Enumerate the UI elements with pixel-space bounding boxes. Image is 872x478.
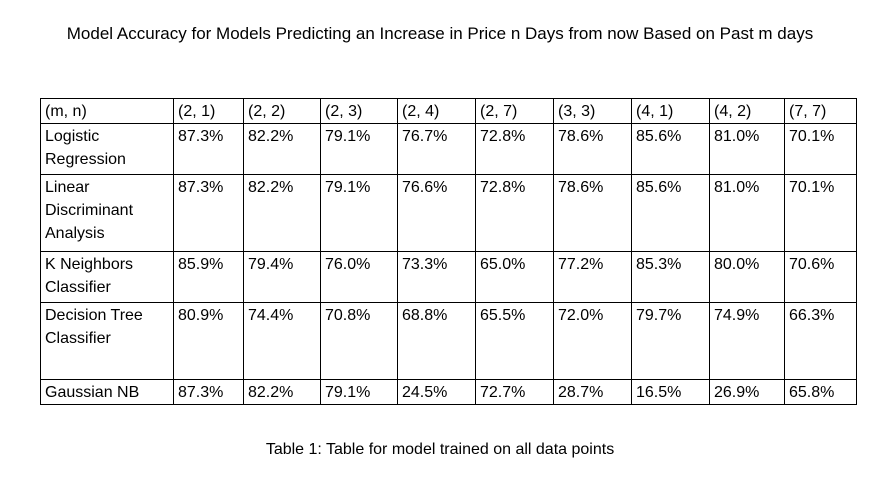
accuracy-cell: 72.7%	[475, 379, 554, 405]
accuracy-cell: 85.9%	[173, 251, 244, 303]
column-header: (2, 2)	[243, 98, 321, 124]
model-name-cell: Linear Discriminant Analysis	[40, 174, 174, 252]
accuracy-cell: 80.9%	[173, 302, 244, 380]
table-header-row: (m, n) (2, 1) (2, 2) (2, 3) (2, 4) (2, 7…	[40, 98, 857, 124]
column-header: (4, 1)	[631, 98, 710, 124]
accuracy-cell: 26.9%	[709, 379, 785, 405]
accuracy-cell: 16.5%	[631, 379, 710, 405]
model-name-cell: K Neighbors Classifier	[40, 251, 174, 303]
accuracy-cell: 87.3%	[173, 379, 244, 405]
model-name-cell: Gaussian NB	[40, 379, 174, 405]
accuracy-cell: 65.5%	[475, 302, 554, 380]
accuracy-cell: 82.2%	[243, 123, 321, 175]
accuracy-cell: 87.3%	[173, 123, 244, 175]
column-header: (4, 2)	[709, 98, 785, 124]
accuracy-cell: 87.3%	[173, 174, 244, 252]
accuracy-cell: 65.8%	[784, 379, 857, 405]
table-caption: Table 1: Table for model trained on all …	[265, 441, 615, 458]
accuracy-cell: 80.0%	[709, 251, 785, 303]
accuracy-cell: 70.8%	[320, 302, 398, 380]
accuracy-cell: 74.4%	[243, 302, 321, 380]
accuracy-cell: 81.0%	[709, 123, 785, 175]
accuracy-cell: 79.4%	[243, 251, 321, 303]
accuracy-cell: 79.1%	[320, 123, 398, 175]
accuracy-cell: 72.8%	[475, 174, 554, 252]
column-header: (2, 4)	[397, 98, 476, 124]
accuracy-cell: 78.6%	[553, 123, 632, 175]
model-name-cell: Decision Tree Classifier	[40, 302, 174, 380]
accuracy-cell: 73.3%	[397, 251, 476, 303]
column-header: (m, n)	[40, 98, 174, 124]
accuracy-cell: 78.6%	[553, 174, 632, 252]
accuracy-cell: 70.1%	[784, 123, 857, 175]
accuracy-cell: 66.3%	[784, 302, 857, 380]
column-header: (7, 7)	[784, 98, 857, 124]
table-row: Decision Tree Classifier 80.9% 74.4% 70.…	[40, 302, 857, 380]
accuracy-cell: 82.2%	[243, 174, 321, 252]
model-name-cell: Logistic Regression	[40, 123, 174, 175]
accuracy-cell: 72.0%	[553, 302, 632, 380]
table-row: K Neighbors Classifier 85.9% 79.4% 76.0%…	[40, 251, 857, 303]
accuracy-cell: 70.1%	[784, 174, 857, 252]
accuracy-cell: 68.8%	[397, 302, 476, 380]
column-header: (3, 3)	[553, 98, 632, 124]
accuracy-cell: 76.0%	[320, 251, 398, 303]
accuracy-table: (m, n) (2, 1) (2, 2) (2, 3) (2, 4) (2, 7…	[40, 98, 857, 405]
accuracy-cell: 65.0%	[475, 251, 554, 303]
table-row: Gaussian NB 87.3% 82.2% 79.1% 24.5% 72.7…	[40, 379, 857, 405]
accuracy-cell: 81.0%	[709, 174, 785, 252]
accuracy-cell: 76.7%	[397, 123, 476, 175]
accuracy-cell: 85.6%	[631, 123, 710, 175]
table-row: Linear Discriminant Analysis 87.3% 82.2%…	[40, 174, 857, 252]
table-row: Logistic Regression 87.3% 82.2% 79.1% 76…	[40, 123, 857, 175]
accuracy-cell: 77.2%	[553, 251, 632, 303]
accuracy-cell: 74.9%	[709, 302, 785, 380]
accuracy-cell: 85.6%	[631, 174, 710, 252]
accuracy-cell: 79.7%	[631, 302, 710, 380]
column-header: (2, 1)	[173, 98, 244, 124]
accuracy-cell: 72.8%	[475, 123, 554, 175]
accuracy-cell: 82.2%	[243, 379, 321, 405]
accuracy-cell: 85.3%	[631, 251, 710, 303]
accuracy-cell: 79.1%	[320, 379, 398, 405]
accuracy-cell: 24.5%	[397, 379, 476, 405]
accuracy-cell: 79.1%	[320, 174, 398, 252]
column-header: (2, 7)	[475, 98, 554, 124]
table-title: Model Accuracy for Models Predicting an …	[66, 24, 814, 43]
column-header: (2, 3)	[320, 98, 398, 124]
accuracy-cell: 70.6%	[784, 251, 857, 303]
accuracy-cell: 76.6%	[397, 174, 476, 252]
accuracy-cell: 28.7%	[553, 379, 632, 405]
